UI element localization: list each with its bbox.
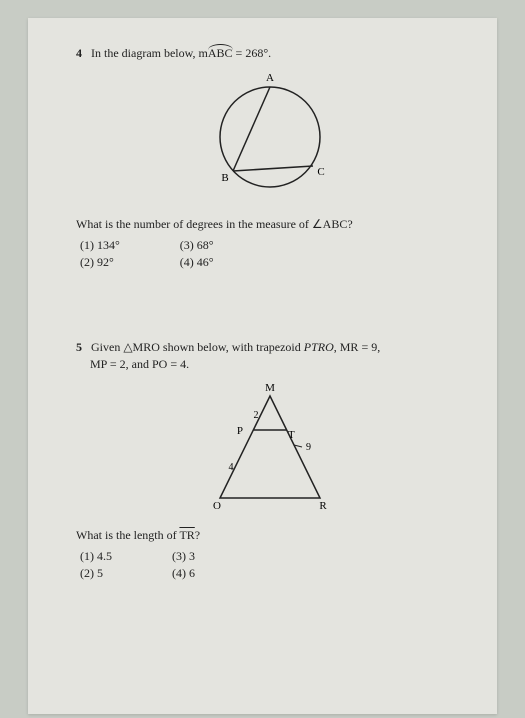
q4-stem-pre: In the diagram below, m bbox=[91, 46, 208, 60]
q5-diagram: M P T O R 2 9 4 bbox=[180, 378, 360, 518]
q4-number: 4 bbox=[76, 46, 82, 60]
q4-choice-1[interactable]: (1) 134° bbox=[80, 238, 120, 253]
q5-val-9: 9 bbox=[306, 442, 311, 453]
q4-choice-2[interactable]: (2) 92° bbox=[80, 255, 120, 270]
q5-label-T: T bbox=[288, 429, 295, 441]
q5-stem-line1: 5 Given △MRO shown below, with trapezoid… bbox=[76, 340, 463, 355]
q4-choices: (1) 134° (2) 92° (3) 68° (4) 46° bbox=[80, 238, 463, 270]
q5-number: 5 bbox=[76, 340, 82, 354]
q4-question: What is the number of degrees in the mea… bbox=[76, 217, 463, 232]
q5-question-post: ? bbox=[195, 528, 200, 542]
q4-choice-4[interactable]: (4) 46° bbox=[180, 255, 214, 270]
worksheet-page: 4 In the diagram below, mABC = 268°. A B… bbox=[28, 18, 497, 714]
q5-choice-1[interactable]: (1) 4.5 bbox=[80, 549, 112, 564]
q5-label-M: M bbox=[265, 382, 275, 394]
q5-val-2: 2 bbox=[253, 410, 258, 421]
q5-question: What is the length of TR? bbox=[76, 528, 463, 543]
q5-stem-line2: MP = 2, and PO = 4. bbox=[90, 357, 463, 372]
q4-choice-3[interactable]: (3) 68° bbox=[180, 238, 214, 253]
q5-stem-l1-pre: Given △MRO shown below, with trapezoid bbox=[91, 340, 304, 354]
q5-question-pre: What is the length of bbox=[76, 528, 179, 542]
spacer bbox=[76, 270, 463, 340]
q4-stem-post: = 268°. bbox=[233, 46, 272, 60]
q5-label-O: O bbox=[213, 500, 221, 512]
q5-choice-4[interactable]: (4) 6 bbox=[172, 566, 195, 581]
q4-arc-label: ABC bbox=[208, 46, 233, 60]
q5-val-4: 4 bbox=[228, 462, 233, 473]
q5-label-P: P bbox=[236, 425, 242, 437]
q5-choice-2[interactable]: (2) 5 bbox=[80, 566, 112, 581]
q5-choice-3[interactable]: (3) 3 bbox=[172, 549, 195, 564]
q5-question-seg: TR bbox=[179, 528, 194, 542]
q5-stem-l1-i: PTRO bbox=[304, 340, 334, 354]
q4-label-A: A bbox=[266, 72, 274, 84]
q5-label-R: R bbox=[319, 500, 327, 512]
q4-diagram: A B C bbox=[185, 67, 355, 207]
q4-label-C: C bbox=[317, 166, 324, 178]
q4-label-B: B bbox=[221, 172, 228, 184]
q5-stem-l1-post: , MR = 9, bbox=[334, 340, 380, 354]
q4-stem: 4 In the diagram below, mABC = 268°. bbox=[76, 46, 463, 61]
q5-choices: (1) 4.5 (2) 5 (3) 3 (4) 6 bbox=[80, 549, 463, 581]
